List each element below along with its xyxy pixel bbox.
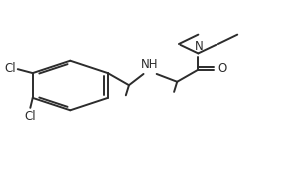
Text: N: N [195, 40, 203, 53]
Text: O: O [218, 62, 227, 75]
Text: Cl: Cl [24, 110, 36, 123]
Text: NH: NH [141, 58, 159, 71]
Text: Cl: Cl [4, 62, 16, 75]
